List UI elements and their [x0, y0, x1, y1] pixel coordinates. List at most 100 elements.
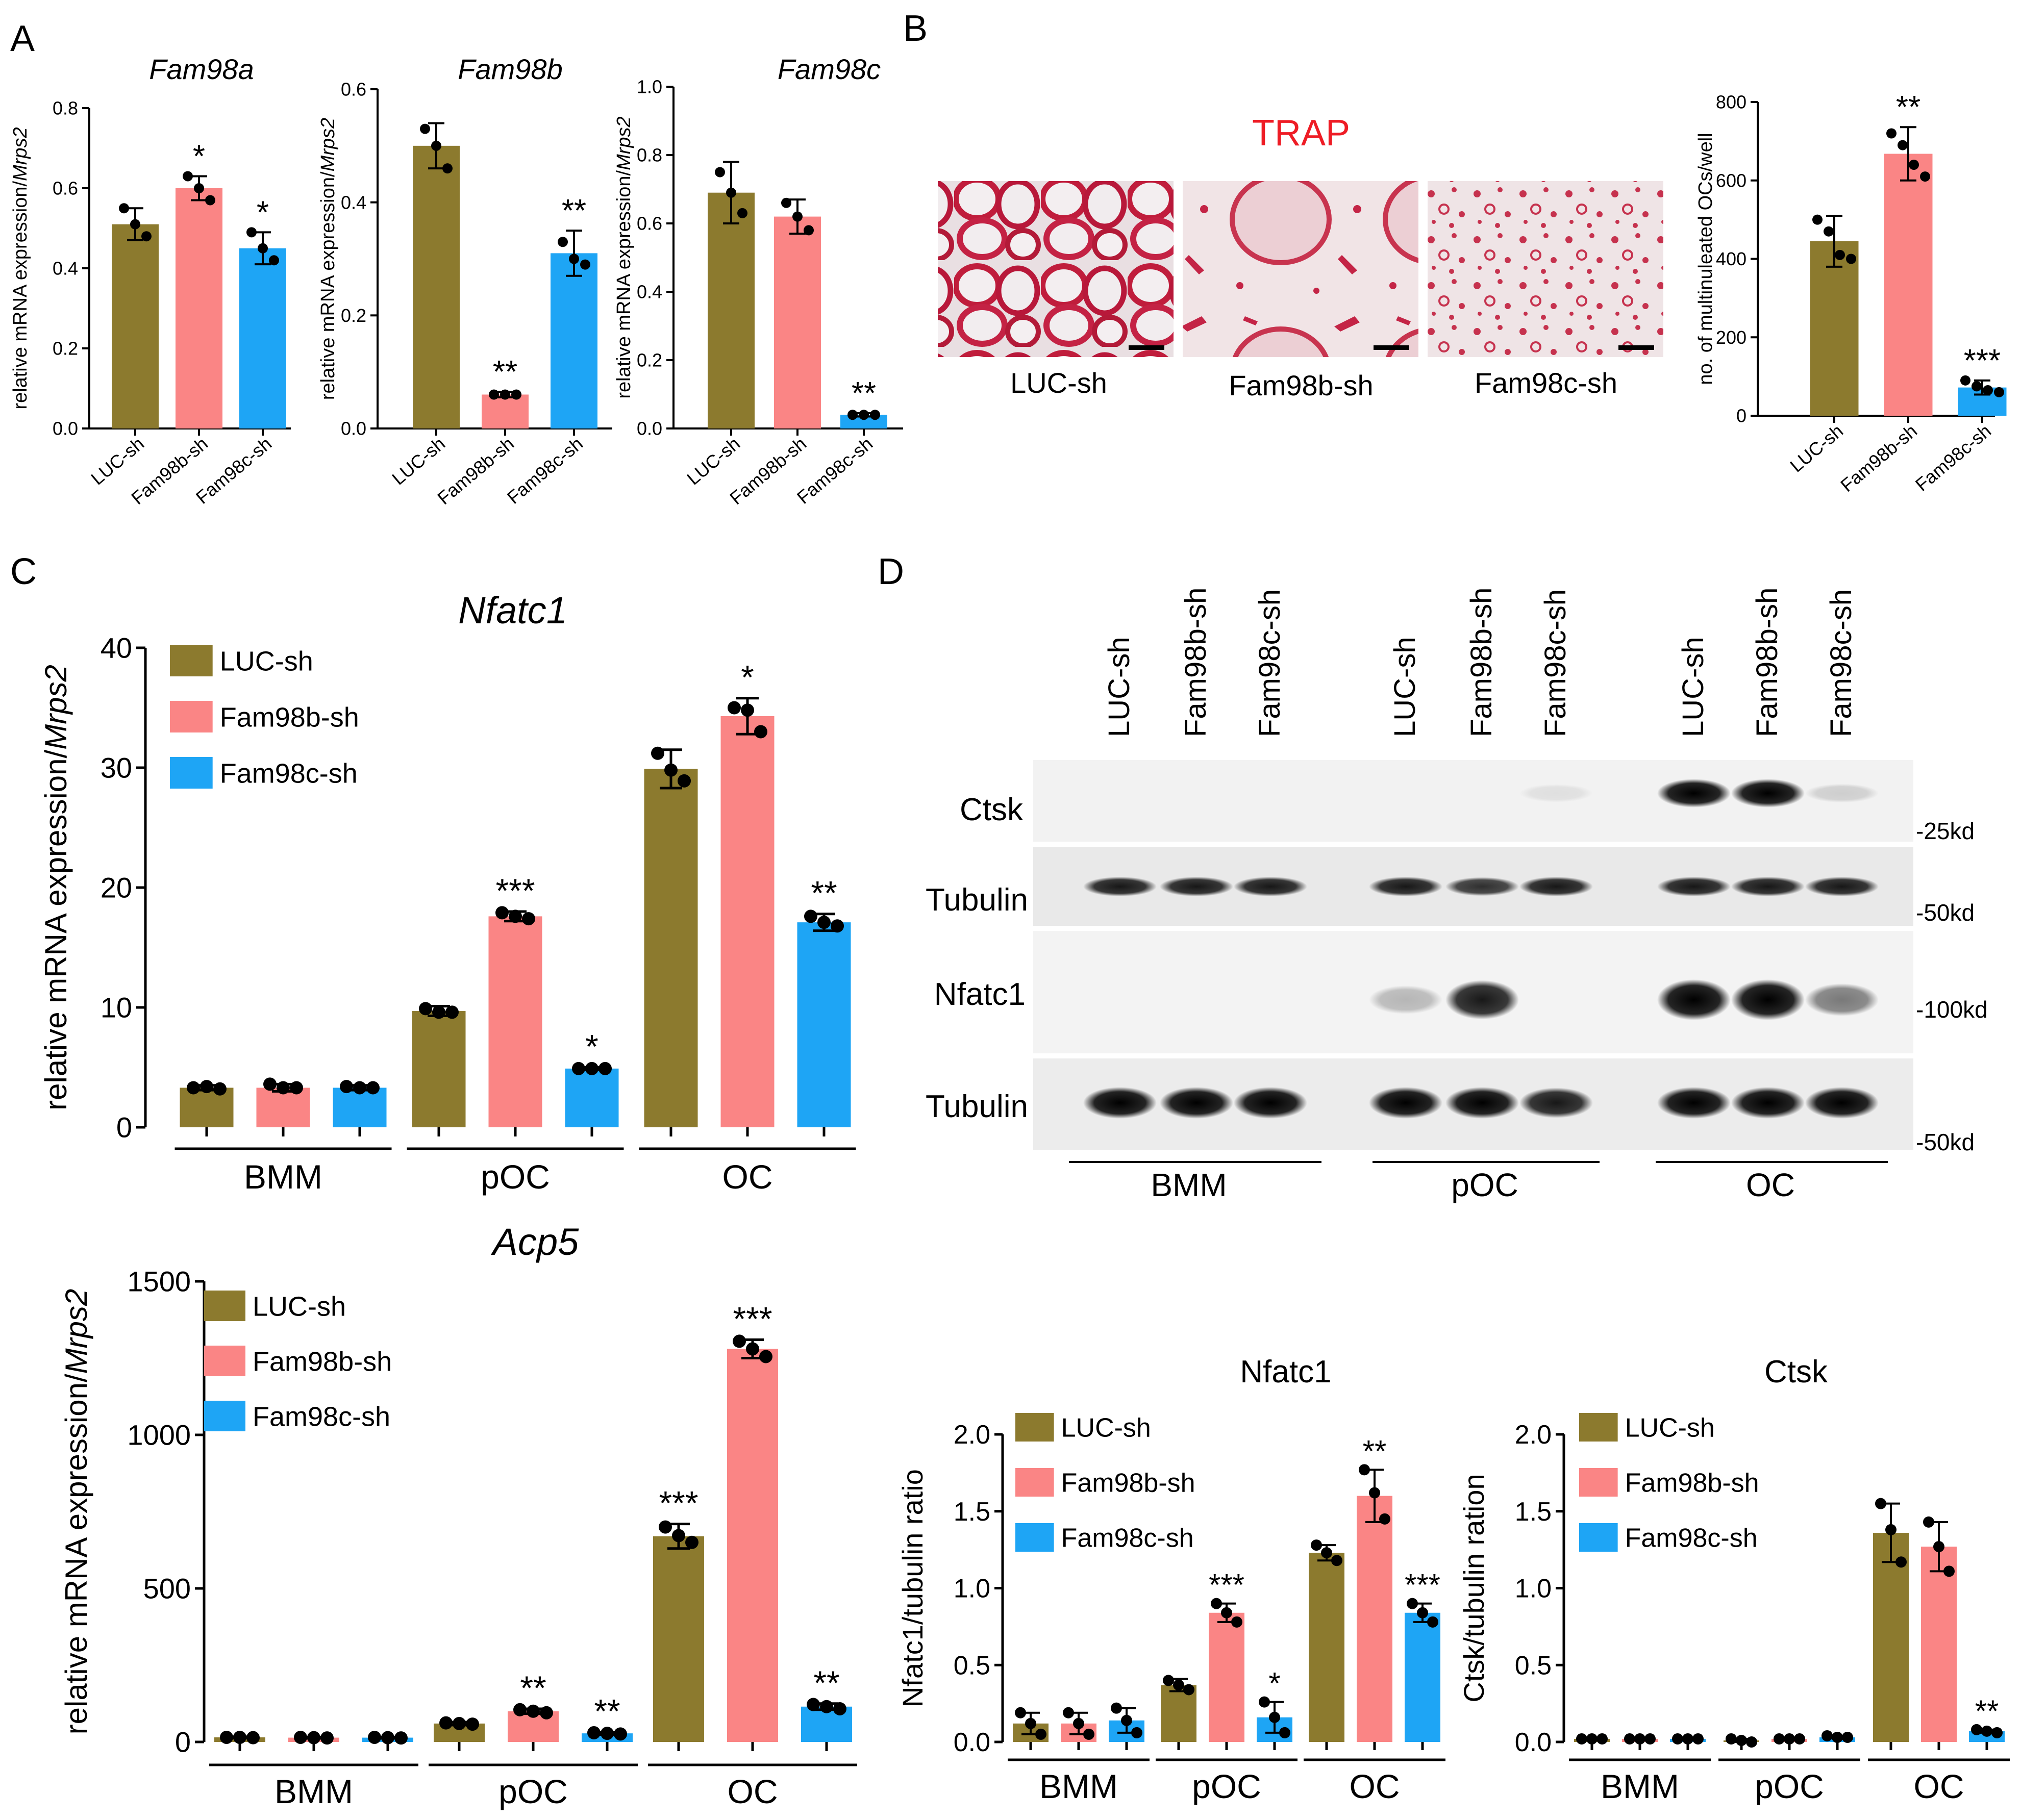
legend-swatch [170, 645, 213, 676]
bar [112, 224, 159, 428]
y-tick-label: 2.0 [1515, 1420, 1552, 1450]
group-label: OC [728, 1773, 778, 1810]
bar [412, 1011, 466, 1127]
x-category-label: LUC-sh [388, 433, 449, 489]
data-point [1794, 1733, 1805, 1745]
data-point [290, 1081, 303, 1095]
data-point [1875, 1498, 1886, 1509]
data-point [1909, 160, 1919, 170]
data-point [1576, 1733, 1587, 1745]
data-point [1736, 1734, 1747, 1746]
data-point [1923, 1516, 1934, 1528]
blot-label-tubulin: Tubulin [926, 882, 1028, 918]
legend-label: Fam98b-sh [253, 1346, 392, 1377]
data-point [205, 195, 215, 206]
y-tick-label: 0.5 [954, 1651, 990, 1680]
legend-label: Fam98c-sh [1061, 1524, 1194, 1553]
y-tick-label: 0.6 [637, 213, 662, 234]
significance-label: * [1268, 1666, 1280, 1701]
blot-band [1731, 1087, 1805, 1119]
y-tick-label: 0.0 [954, 1728, 990, 1757]
data-point [1221, 1607, 1232, 1619]
panel-label-c: C [10, 551, 37, 592]
legend-label: Fam98b-sh [220, 702, 359, 732]
data-point [420, 123, 430, 134]
bar [482, 394, 529, 428]
significance-label: *** [1405, 1568, 1440, 1602]
significance-label: * [741, 659, 754, 696]
blot-band [1519, 1088, 1593, 1118]
data-point [1692, 1733, 1704, 1745]
blot-band [1519, 876, 1593, 897]
y-tick-label: 1.5 [954, 1497, 990, 1527]
data-point [587, 1726, 601, 1739]
legend-swatch [1579, 1523, 1618, 1552]
scale-bar [1618, 345, 1654, 350]
data-point [500, 389, 510, 400]
data-point [1173, 1679, 1184, 1691]
y-tick-label: 0.4 [53, 258, 78, 279]
data-point [1774, 1733, 1785, 1745]
group-label-bmm: BMM [1151, 1167, 1227, 1203]
data-point [213, 1082, 227, 1096]
data-point [1726, 1733, 1737, 1745]
western-blot: Ctsk Tubulin Nfatc1 Tubulin LUC-sh Fam98b… [926, 588, 1988, 1203]
data-point [726, 187, 736, 198]
data-point [1784, 1733, 1795, 1745]
legend-swatch [1015, 1413, 1054, 1442]
y-tick-label: 2.0 [954, 1420, 990, 1450]
significance-label: ** [562, 193, 586, 229]
data-point [737, 208, 747, 218]
trap-image-luc [938, 181, 1174, 357]
blot-label-ctsk: Ctsk [960, 792, 1024, 827]
blot-band [1160, 1087, 1233, 1119]
data-point [1835, 249, 1845, 260]
chart-title: Ctsk [1764, 1354, 1828, 1389]
bar [708, 192, 755, 428]
data-point [419, 1002, 432, 1016]
data-point [1073, 1717, 1084, 1729]
significance-label: *** [1964, 343, 2001, 378]
significance-label: ** [493, 355, 517, 390]
blot-band [1731, 779, 1805, 807]
data-point [540, 1706, 553, 1720]
y-tick-label: 0.2 [341, 305, 366, 326]
legend-label: LUC-sh [1625, 1413, 1715, 1443]
data-point [320, 1731, 334, 1745]
bar [720, 716, 775, 1127]
blot-band [1369, 985, 1442, 1014]
y-axis-label: relative mRNA expression/Mrps2 [39, 665, 73, 1110]
data-point [672, 1529, 685, 1543]
data-point [1321, 1547, 1332, 1559]
legend-swatch [204, 1346, 245, 1376]
size-marker-25kd: -25kd [1916, 818, 1975, 844]
chart-fam98a: 0.0 0.2 0.4 0.6 0.8 relative mRNA expression/… [10, 53, 291, 509]
blot-band [1805, 783, 1879, 803]
x-category-label: LUC-sh [683, 433, 744, 489]
blot-band [1805, 876, 1879, 897]
bar [176, 188, 222, 428]
blot-label-tubulin: Tubulin [926, 1089, 1028, 1124]
significance-label: ** [811, 874, 837, 912]
bar [644, 769, 698, 1127]
group-label: BMM [1601, 1767, 1679, 1805]
data-point [651, 746, 664, 760]
bar [1884, 154, 1933, 416]
legend-swatch [204, 1291, 245, 1321]
chart-title: Fam98c [778, 53, 881, 85]
lane-label: Fam98b-sh [1465, 588, 1498, 737]
data-point [307, 1731, 320, 1745]
blot-label-nfatc1: Nfatc1 [934, 977, 1026, 1012]
significance-label: ** [1975, 1694, 1999, 1728]
data-point [200, 1080, 213, 1094]
x-category-label: Fam98c-sh [1911, 420, 1995, 495]
data-point [601, 1727, 614, 1740]
data-point [1279, 1727, 1290, 1738]
data-point [1822, 1730, 1833, 1741]
data-point [1842, 1731, 1853, 1743]
y-tick-label: 0.0 [53, 418, 78, 439]
data-point [1746, 1736, 1757, 1748]
blot-band [1445, 980, 1519, 1020]
data-point [754, 725, 767, 739]
